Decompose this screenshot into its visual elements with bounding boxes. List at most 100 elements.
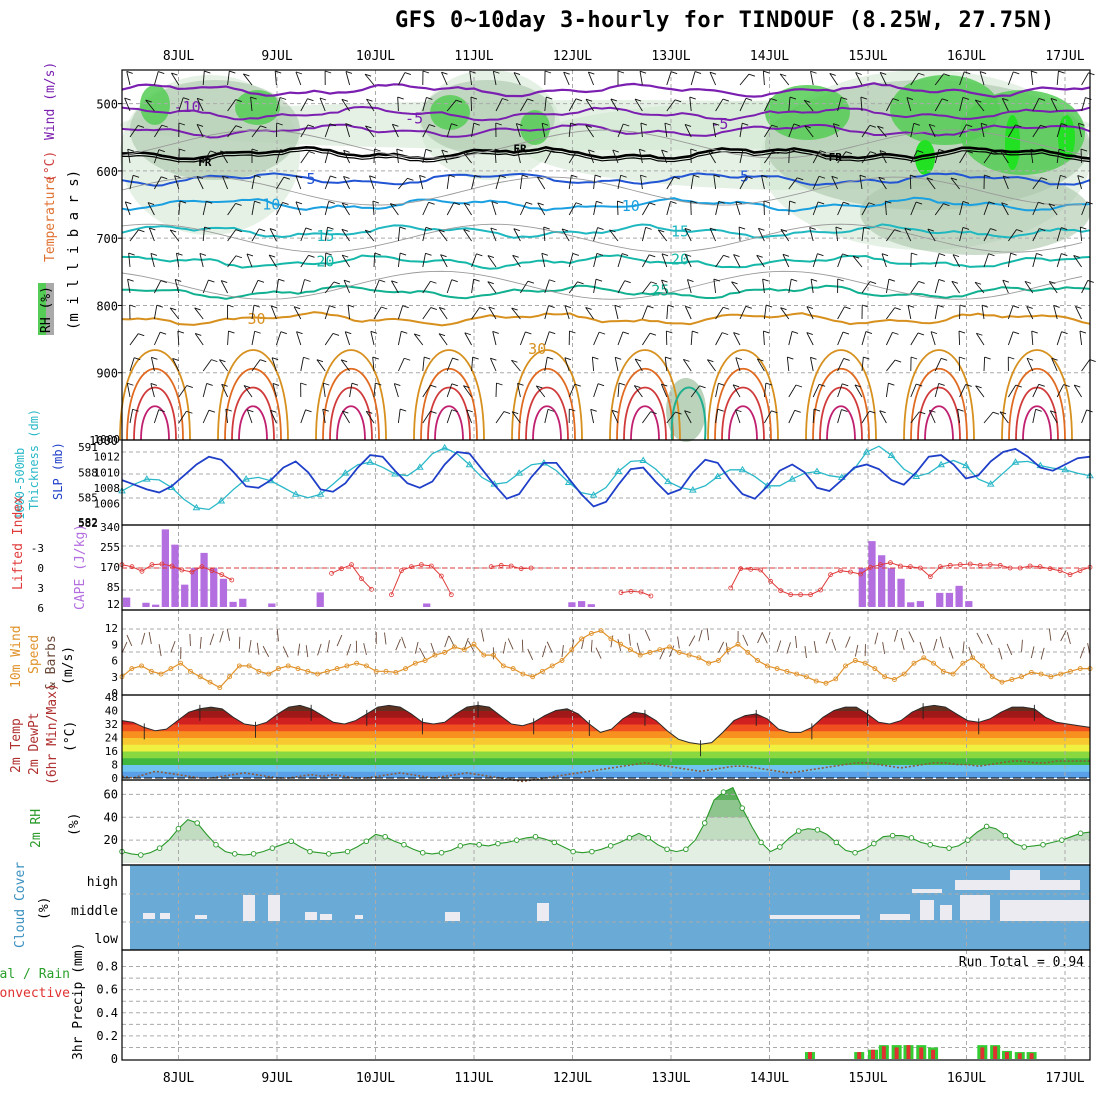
wind10-barb [170,640,176,653]
cape-bar [219,578,228,607]
wind-barb-flag [819,383,826,387]
wind-barb-flag [1024,280,1032,284]
wind-barb [1056,253,1062,268]
wind-barb-flag [918,280,925,284]
wind-barb [959,71,965,86]
wind-barb [934,279,940,294]
wind-barb [959,97,964,112]
rh2m-point [401,841,407,848]
wind-barb [837,151,847,164]
temperature-contour [122,145,1091,161]
wind-barb-flag [495,122,502,126]
wind10-barb [209,633,215,646]
wind10-point [686,652,692,658]
cloud-level-high: high [87,875,118,890]
wind-barb [372,201,375,216]
wind-barb [715,201,720,216]
cloud-box [955,880,1015,890]
wind-barb-flag [975,385,982,389]
wind-barb [511,411,521,424]
wind-barb [341,254,350,268]
wind-barb [588,149,595,164]
wind10-barb [948,647,954,659]
wind-barb-flag [906,97,914,100]
low-level-temp-loop [616,367,674,441]
low-level-temp-loop [427,386,471,441]
wind-barb [1079,227,1083,242]
rh2m-point [213,841,219,848]
li-point [349,562,354,568]
wind-barb [739,73,750,86]
wind-barb [194,307,204,320]
day-label-bottom: 13JUL [651,1071,690,1086]
wind-barb [446,383,453,398]
wind-barb [544,357,548,372]
wind-barb [269,410,277,424]
wind-barb-flag [370,330,377,334]
wind-barb-flag [333,281,340,285]
wind-barb-flag [862,304,869,308]
wind-barb [520,98,528,112]
wind-barb [803,99,814,112]
wind-barb [642,281,652,294]
wind-barb [275,202,283,216]
rh-shade-green [520,110,550,145]
wind10-barb [825,632,831,644]
wind-barb [225,409,229,424]
slp-tick-label: 1008 [94,482,121,495]
wind-barb [340,359,350,372]
wind-barb-flag [1000,150,1007,154]
wind-barb-flag [399,226,406,230]
wind-barb [154,176,162,190]
wind-barb-flag [575,98,583,102]
wind10-point [295,666,301,672]
wind-barb-flag [863,226,870,230]
wind-barb-flag [268,254,276,258]
wind-barb [251,305,255,320]
wind-barb [177,331,180,346]
wind-barb-flag [938,253,946,256]
low-level-temp-loop [1008,367,1066,441]
wind10-point [979,663,985,669]
li-point [748,566,754,572]
low-level-temp-loop [917,386,961,441]
contour-label: 10 [622,197,640,215]
day-label-top: 15JUL [848,49,887,64]
wind-barb [446,409,453,424]
thickness-label: 1000-500mb [13,448,27,520]
day-label-top: 14JUL [750,49,789,64]
wind-barb [178,385,188,398]
li-point [937,564,943,570]
wind-barb-flag [150,383,157,386]
wind-barb-flag [476,253,483,257]
li-point [199,564,205,570]
wind-barb-flag [369,175,376,179]
wind-barb [463,385,472,398]
wind-barb-flag [789,96,797,100]
rh2m-point [495,840,501,847]
low-level-temp-loop [623,386,667,441]
wind-barb-flag [675,411,682,415]
wind-barb [275,279,279,294]
wind-barb-flag [612,149,619,153]
wind-barb-flag [269,228,277,231]
slp-line [121,447,1091,508]
wind10-barb [527,648,534,661]
temperature-contour [121,311,1091,327]
wind-barb [563,71,570,86]
wind-barb-flag [1038,201,1045,205]
wind-barb [300,124,309,138]
wind-barb [763,305,767,320]
wind-barb [666,411,676,424]
wind-barb [341,202,350,216]
wind10-barb [141,632,146,645]
wind-barb [926,177,936,190]
wind-barb-flag [979,71,987,74]
li-point [808,592,813,598]
li-point [488,564,494,570]
wind10-barb [262,645,270,657]
wind-barb-flag [1026,357,1034,361]
cloud-label: Cloud Cover [13,862,28,948]
cape-bar [907,602,915,607]
wind-barb-flag [804,125,811,129]
